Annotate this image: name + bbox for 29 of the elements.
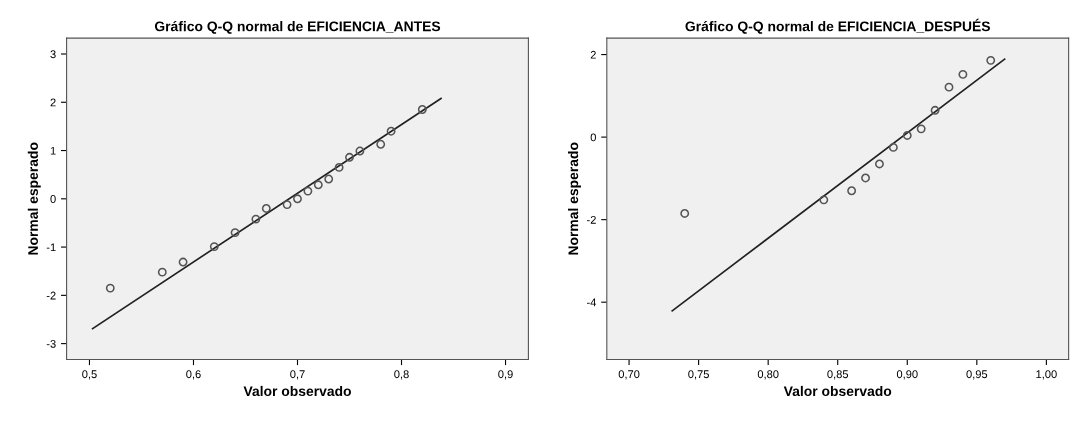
x-tick-label: 0,9	[498, 370, 513, 380]
y-tick-label: 3	[50, 50, 56, 59]
x-tick-label: 0,6	[186, 370, 201, 380]
y-tick-label: 0	[50, 195, 56, 203]
y-axis-title: Normal esperado	[27, 142, 41, 255]
chart-title: Gráfico Q-Q normal de EFICIENCIA_ANTES	[154, 20, 441, 34]
x-tick-label: 0,95	[966, 370, 988, 380]
y-tick-label: 2	[590, 50, 596, 59]
x-tick-label: 0,90	[896, 370, 918, 380]
y-axis-title: Normal esperado	[568, 142, 581, 255]
x-tick-label: 1,00	[1036, 370, 1057, 380]
x-axis-title: Valor observado	[243, 385, 351, 397]
y-tick-label: -3	[46, 339, 56, 348]
y-tick-label: -2	[46, 291, 56, 300]
x-tick-label: 0,8	[394, 370, 409, 380]
y-tick-label: -2	[587, 215, 596, 224]
x-tick-label: 0,85	[827, 370, 849, 380]
x-tick-label: 0,75	[688, 370, 709, 380]
x-tick-label: 0,80	[757, 370, 779, 380]
x-tick-label: 0,7	[290, 370, 305, 380]
x-axis-title: Valor observado	[783, 385, 892, 397]
x-tick-label: 0,70	[618, 370, 640, 380]
y-tick-label: 0	[590, 133, 596, 142]
y-tick-label: -4	[587, 298, 597, 307]
y-tick-label: -1	[46, 243, 56, 252]
x-tick-label: 0,5	[82, 370, 97, 380]
y-tick-label: 1	[50, 146, 56, 155]
chart-title: Gráfico Q-Q normal de EFICIENCIA_DESPUÉS	[685, 18, 990, 34]
y-tick-label: 2	[50, 98, 56, 107]
